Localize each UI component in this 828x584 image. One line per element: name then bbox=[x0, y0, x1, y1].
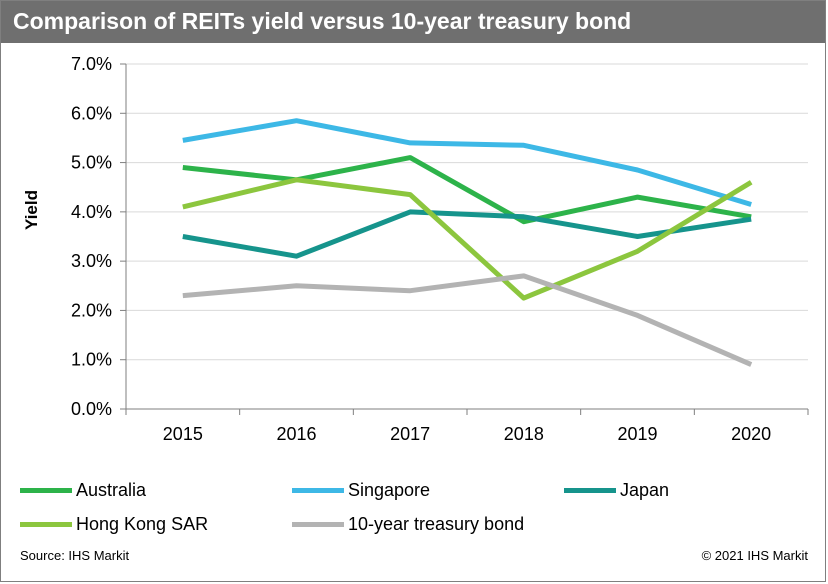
y-tick-label: 4.0% bbox=[71, 202, 112, 222]
series-line-singapore bbox=[182, 118, 752, 207]
x-tick-label: 2016 bbox=[276, 424, 316, 444]
legend-label: Singapore bbox=[348, 479, 431, 500]
series-lines bbox=[182, 118, 753, 367]
source-note: Source: IHS Markit bbox=[20, 548, 130, 563]
legend-item-japan: Japan bbox=[564, 479, 669, 501]
legend-label: Japan bbox=[620, 479, 670, 500]
x-tick-label: 2015 bbox=[163, 424, 203, 444]
title-bar: Comparison of REITs yield versus 10-year… bbox=[1, 1, 825, 43]
gridlines bbox=[126, 63, 808, 361]
legend-swatch bbox=[292, 521, 344, 527]
x-tick-label: 2018 bbox=[504, 424, 544, 444]
y-tick-label: 0.0% bbox=[71, 399, 112, 419]
x-tick-labels: 2015 2016 2017 2018 2019 2020 bbox=[163, 424, 771, 444]
y-tick-label: 7.0% bbox=[71, 54, 112, 74]
series-line-hong-kong-sar bbox=[182, 177, 753, 301]
y-axis-label: Yield bbox=[22, 190, 41, 230]
chart-title: Comparison of REITs yield versus 10-year… bbox=[13, 8, 632, 34]
legend-swatch bbox=[20, 521, 72, 527]
y-tick-label: 5.0% bbox=[71, 153, 112, 173]
series-line-10-year-treasury-bond bbox=[182, 273, 753, 367]
y-tick-label: 3.0% bbox=[71, 251, 112, 271]
legend-label: Hong Kong SAR bbox=[76, 513, 209, 534]
legend-label: 10-year treasury bond bbox=[348, 513, 525, 534]
legend-swatch bbox=[564, 487, 616, 493]
series-line-australia bbox=[182, 155, 752, 225]
axes bbox=[120, 63, 809, 415]
legend-item-treasury-bond: 10-year treasury bond bbox=[292, 513, 524, 535]
x-tick-label: 2017 bbox=[390, 424, 430, 444]
legend-label: Australia bbox=[76, 479, 147, 500]
legend-swatch bbox=[20, 487, 72, 493]
y-tick-label: 1.0% bbox=[71, 350, 112, 370]
legend-item-hong-kong-sar: Hong Kong SAR bbox=[20, 513, 208, 535]
x-tick-label: 2019 bbox=[617, 424, 657, 444]
y-tick-label: 2.0% bbox=[71, 300, 112, 320]
y-tick-labels: 0.0% 1.0% 2.0% 3.0% 4.0% 5.0% 6.0% 7.0% bbox=[71, 54, 112, 419]
legend-swatch bbox=[292, 487, 344, 493]
legend-item-singapore: Singapore bbox=[292, 479, 430, 501]
series-line-japan bbox=[182, 209, 752, 259]
legend-item-australia: Australia bbox=[20, 479, 146, 501]
x-tick-label: 2020 bbox=[731, 424, 771, 444]
y-tick-label: 6.0% bbox=[71, 103, 112, 123]
copyright-note: © 2021 IHS Markit bbox=[701, 548, 808, 563]
